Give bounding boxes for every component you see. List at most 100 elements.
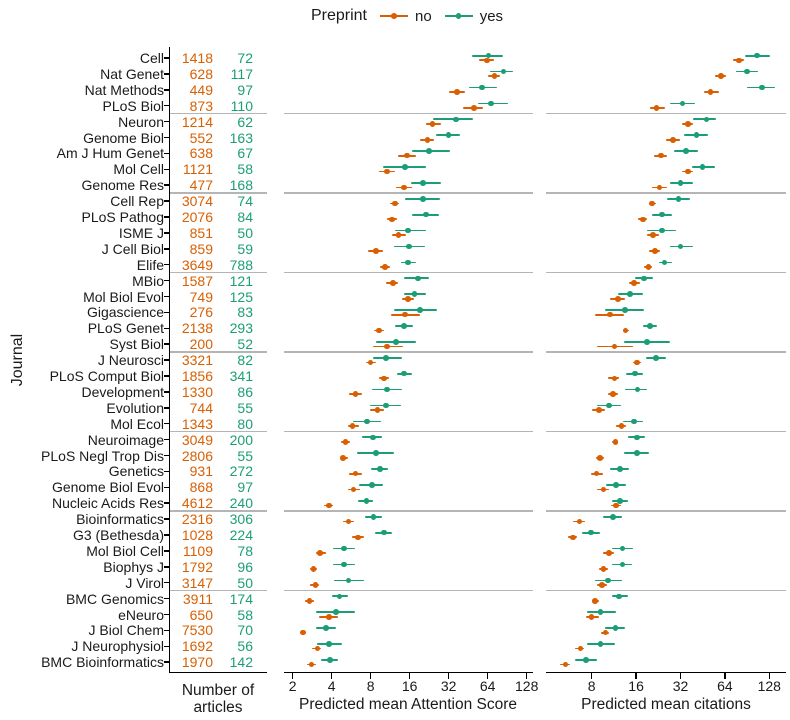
point-attention-yes — [488, 100, 494, 107]
point-attention-yes — [364, 418, 370, 425]
point-attention-no — [390, 280, 396, 286]
point-attention-yes — [417, 307, 424, 313]
point-attention-yes — [485, 52, 492, 59]
x-axis-line — [284, 671, 533, 674]
point-citations-no — [611, 375, 618, 382]
articles-count-no: 1028 — [181, 527, 213, 543]
point-attention-no — [310, 566, 317, 572]
group-separator-line — [168, 112, 267, 115]
point-attention-yes — [393, 339, 399, 345]
point-attention-yes — [420, 180, 426, 186]
point-citations-no — [606, 311, 613, 318]
point-attention-no — [367, 359, 374, 366]
articles-count-no: 744 — [189, 399, 213, 416]
journal-label: MBio — [132, 272, 164, 289]
x-axis-tick-label: 2 — [288, 678, 297, 694]
point-citations-yes — [606, 402, 612, 409]
journal-tick — [164, 407, 170, 409]
point-citations-yes — [679, 100, 686, 107]
journal-tick — [164, 343, 170, 345]
journal-label: G3 (Bethesda) — [72, 527, 164, 543]
journal-tick — [164, 629, 170, 632]
point-attention-yes — [341, 561, 348, 568]
point-attention-no — [300, 629, 306, 636]
point-citations-no — [596, 407, 603, 413]
articles-count-yes: 110 — [230, 97, 253, 114]
point-citations-no — [736, 57, 742, 64]
group-separator-line — [284, 430, 533, 433]
point-citations-no — [612, 439, 619, 445]
point-citations-yes — [597, 641, 604, 647]
point-citations-yes — [699, 164, 706, 170]
articles-header-line1: Number of — [181, 682, 255, 699]
articles-count-no: 1970 — [181, 654, 213, 671]
articles-count-yes: 67 — [237, 145, 253, 162]
journal-tick — [164, 550, 170, 552]
journal-label: BMC Bioinformatics — [41, 654, 164, 671]
journal-label: Syst Biol — [109, 336, 164, 353]
articles-count-yes: 62 — [237, 113, 253, 130]
journal-tick — [164, 661, 170, 663]
point-attention-no — [326, 614, 332, 620]
point-attention-no — [312, 582, 319, 588]
point-citations-no — [600, 486, 607, 493]
articles-count-yes: 50 — [237, 224, 253, 241]
point-citations-no — [634, 359, 640, 366]
point-attention-yes — [445, 132, 452, 138]
x-axis-tick-label: 4 — [327, 678, 336, 694]
articles-count-yes: 125 — [229, 288, 253, 305]
point-citations-no — [593, 470, 600, 477]
point-citations-yes — [617, 466, 624, 472]
articles-count-yes: 74 — [237, 193, 253, 210]
point-attention-yes — [406, 243, 412, 250]
journal-tick — [164, 168, 170, 171]
point-citations-yes — [621, 307, 628, 313]
point-citations-no — [597, 455, 603, 461]
journal-tick — [164, 279, 170, 282]
articles-count-no: 1792 — [181, 558, 213, 575]
articles-count-no: 931 — [189, 463, 213, 480]
x-axis-tick — [408, 673, 411, 679]
legend: Preprint no yes — [12, 4, 790, 28]
articles-count-no: 1692 — [181, 638, 213, 655]
group-separator-line — [168, 430, 267, 433]
x-axis-tick — [768, 673, 771, 679]
point-attention-yes — [327, 657, 334, 663]
group-separator-line — [546, 112, 786, 115]
journal-tick — [164, 645, 170, 648]
journal-label: Nat Genet — [100, 65, 164, 82]
point-attention-no — [374, 407, 381, 413]
journal-label: Genome Res — [81, 177, 164, 194]
articles-count-yes: 55 — [237, 447, 253, 464]
articles-count-no: 638 — [189, 145, 213, 162]
articles-count-yes: 97 — [237, 81, 253, 98]
articles-count-yes: 50 — [237, 574, 253, 591]
group-separator-line — [168, 510, 267, 512]
articles-count-no: 4612 — [181, 495, 213, 512]
journal-tick — [164, 486, 170, 489]
point-attention-yes — [500, 68, 507, 75]
journal-tick — [164, 502, 170, 504]
point-attention-yes — [332, 609, 339, 615]
journal-tick — [164, 454, 170, 457]
journal-label: ISME J — [118, 224, 164, 241]
journal-tick — [164, 295, 170, 298]
articles-count-yes: 240 — [229, 495, 253, 512]
journal-label: Neuroimage — [87, 431, 164, 448]
articles-count-no: 7530 — [181, 622, 213, 639]
journal-label: Biophys J — [103, 558, 164, 575]
point-attention-yes — [420, 196, 426, 202]
articles-count-no: 2806 — [181, 447, 213, 464]
journal-label: Mol Biol Evol — [83, 288, 164, 305]
point-citations-yes — [759, 84, 765, 91]
point-citations-no — [602, 629, 609, 636]
point-attention-yes — [426, 148, 432, 154]
journal-label: PLoS Biol — [102, 97, 164, 114]
legend-entry-yes: yes — [444, 8, 503, 25]
group-separator-line — [168, 351, 267, 353]
journal-tick — [164, 232, 170, 234]
journal-label: Development — [81, 383, 165, 400]
point-attention-yes — [402, 164, 408, 170]
journal-label: Elife — [136, 256, 164, 273]
articles-count-yes: 56 — [237, 638, 253, 655]
